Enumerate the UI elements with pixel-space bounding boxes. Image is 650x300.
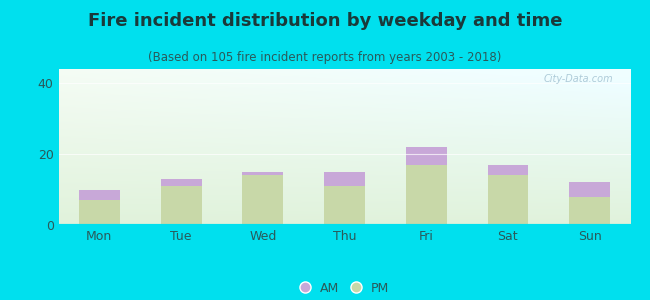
Bar bbox=[324, 172, 365, 186]
Bar bbox=[242, 172, 283, 175]
Text: (Based on 105 fire incident reports from years 2003 - 2018): (Based on 105 fire incident reports from… bbox=[148, 51, 502, 64]
Bar bbox=[324, 186, 365, 225]
Text: City-Data.com: City-Data.com bbox=[543, 74, 614, 84]
Bar bbox=[161, 186, 202, 225]
Bar bbox=[488, 165, 528, 176]
Bar bbox=[569, 196, 610, 225]
Bar bbox=[79, 190, 120, 200]
Bar bbox=[569, 182, 610, 197]
Bar bbox=[488, 176, 528, 225]
Bar bbox=[406, 165, 447, 225]
Bar bbox=[406, 147, 447, 165]
Legend: AM, PM: AM, PM bbox=[294, 277, 395, 300]
Bar bbox=[79, 200, 120, 225]
Bar bbox=[242, 176, 283, 225]
Text: Fire incident distribution by weekday and time: Fire incident distribution by weekday an… bbox=[88, 12, 562, 30]
Bar bbox=[161, 179, 202, 186]
